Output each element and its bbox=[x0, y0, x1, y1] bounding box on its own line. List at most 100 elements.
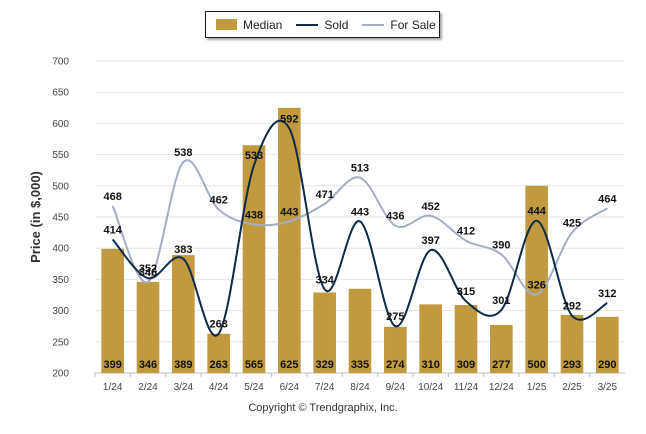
forsale-data-label: 452 bbox=[421, 201, 439, 213]
y-tick-label: 350 bbox=[52, 275, 69, 286]
x-tick-label: 3/25 bbox=[598, 382, 618, 393]
y-tick-label: 250 bbox=[52, 337, 69, 348]
median-data-label: 329 bbox=[315, 359, 333, 371]
y-axis-ticks: 200 250 300 350 400 450 500 550 600 650 700 bbox=[52, 57, 69, 380]
y-tick-label: 500 bbox=[52, 181, 69, 192]
sold-data-label: 263 bbox=[209, 319, 227, 331]
sold-data-label: 533 bbox=[245, 150, 263, 162]
median-bar bbox=[242, 145, 266, 373]
copyright-text: Copyright © Trendgraphix, Inc. bbox=[248, 402, 398, 414]
median-data-label: 389 bbox=[174, 359, 192, 371]
forsale-data-label: 468 bbox=[103, 191, 121, 203]
forsale-data-label: 346 bbox=[139, 267, 157, 279]
forsale-data-label: 425 bbox=[563, 218, 581, 230]
x-tick-label: 3/24 bbox=[174, 382, 194, 393]
median-bar bbox=[348, 288, 372, 373]
x-tick-label: 11/24 bbox=[454, 382, 479, 393]
legend-item-median: Median bbox=[216, 18, 282, 32]
median-data-label: 274 bbox=[386, 359, 405, 371]
forsale-data-label: 513 bbox=[351, 163, 369, 175]
y-tick-label: 300 bbox=[52, 306, 69, 317]
legend-forsale-label: For Sale bbox=[390, 17, 436, 32]
y-tick-label: 600 bbox=[52, 119, 69, 130]
median-data-label: 565 bbox=[245, 359, 263, 371]
median-bar bbox=[384, 326, 407, 373]
sold-data-label: 334 bbox=[315, 274, 334, 286]
legend-item-forsale: For Sale bbox=[362, 17, 436, 32]
median-data-label: 277 bbox=[492, 359, 510, 371]
x-tick-label: 6/24 bbox=[280, 382, 300, 393]
median-bar bbox=[454, 304, 478, 373]
y-tick-label: 550 bbox=[52, 150, 69, 161]
x-axis-ticks: 1/24 2/24 3/24 4/24 5/24 6/24 7/24 8/24 9/24 10/2… bbox=[94, 373, 618, 393]
sold-line bbox=[111, 119, 608, 337]
median-swatch bbox=[216, 19, 237, 30]
legend: Median Sold For Sale bbox=[205, 11, 440, 38]
forsale-data-label: 464 bbox=[598, 193, 617, 205]
median-bar bbox=[207, 333, 230, 373]
y-tick-label: 450 bbox=[52, 213, 69, 224]
median-data-label: 309 bbox=[457, 359, 475, 371]
forsale-data-label: 412 bbox=[457, 226, 475, 238]
median-data-label: 290 bbox=[598, 359, 616, 371]
legend-item-sold: Sold bbox=[296, 18, 348, 32]
forsale-data-label: 443 bbox=[280, 206, 298, 218]
y-tick-label: 200 bbox=[52, 369, 69, 380]
median-bar bbox=[419, 304, 442, 373]
legend-sold-label: Sold bbox=[324, 17, 349, 32]
y-tick-label: 400 bbox=[52, 244, 69, 255]
sold-data-label: 301 bbox=[492, 295, 510, 307]
median-bar bbox=[560, 314, 584, 373]
forsale-data-label: 538 bbox=[174, 147, 192, 159]
lines bbox=[111, 119, 608, 337]
forsale-data-label: 471 bbox=[315, 189, 333, 201]
median-bars bbox=[101, 107, 619, 374]
median-bar bbox=[136, 281, 160, 373]
x-tick-label: 9/24 bbox=[386, 382, 406, 393]
median-bar bbox=[490, 324, 513, 373]
sold-data-label: 592 bbox=[280, 113, 298, 125]
median-bar bbox=[596, 316, 619, 373]
median-data-label: 346 bbox=[139, 359, 157, 371]
data-labels: 399 346 389 263 565 625 329 335 274 310 309 277 500 2… bbox=[103, 113, 617, 371]
median-data-label: 500 bbox=[527, 359, 545, 371]
sold-data-label: 443 bbox=[351, 206, 369, 218]
y-tick-label: 650 bbox=[52, 88, 69, 99]
forsale-data-label: 326 bbox=[527, 279, 545, 291]
forsale-data-label: 438 bbox=[245, 209, 263, 221]
forsale-data-label: 436 bbox=[386, 211, 404, 223]
sold-data-label: 444 bbox=[527, 206, 546, 218]
x-tick-label: 2/24 bbox=[138, 382, 158, 393]
legend-median-label: Median bbox=[243, 17, 283, 32]
median-bar bbox=[313, 292, 336, 373]
median-data-label: 310 bbox=[421, 359, 439, 371]
sold-data-label: 312 bbox=[598, 288, 616, 300]
x-tick-label: 5/24 bbox=[244, 382, 264, 393]
sold-data-label: 315 bbox=[457, 286, 475, 298]
median-data-label: 335 bbox=[351, 359, 369, 371]
median-bar bbox=[525, 185, 548, 373]
y-axis-label: Price (in $,000) bbox=[28, 171, 43, 263]
forsale-data-label: 462 bbox=[209, 195, 227, 207]
x-tick-label: 8/24 bbox=[350, 382, 370, 393]
x-tick-label: 7/24 bbox=[315, 382, 335, 393]
median-bar bbox=[101, 248, 124, 373]
median-bar bbox=[172, 255, 195, 373]
sold-data-label: 414 bbox=[103, 224, 122, 236]
x-tick-label: 1/24 bbox=[103, 382, 123, 393]
forsale-swatch bbox=[362, 23, 385, 26]
sold-swatch bbox=[296, 23, 319, 26]
forsale-data-label: 390 bbox=[492, 239, 510, 251]
sold-data-label: 397 bbox=[421, 235, 439, 247]
median-data-label: 399 bbox=[103, 359, 121, 371]
median-data-label: 293 bbox=[563, 359, 581, 371]
sold-data-label: 352 bbox=[139, 263, 157, 275]
y-tick-label: 700 bbox=[52, 57, 69, 68]
sold-data-label: 275 bbox=[386, 311, 404, 323]
sold-data-label: 383 bbox=[174, 244, 192, 256]
median-bar bbox=[278, 107, 301, 374]
x-tick-label: 2/25 bbox=[562, 382, 582, 393]
x-tick-label: 4/24 bbox=[209, 382, 229, 393]
x-tick-label: 10/24 bbox=[418, 382, 443, 393]
